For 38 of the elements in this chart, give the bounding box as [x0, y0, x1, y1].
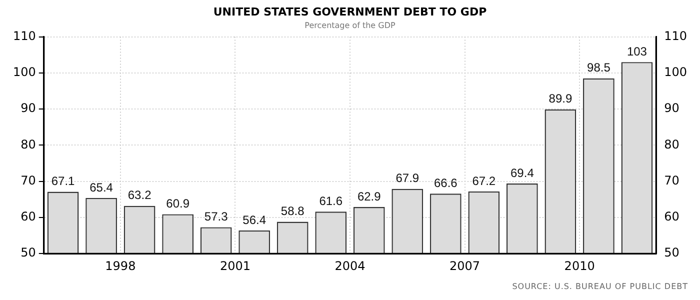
x-tick-label: 2004: [334, 258, 366, 273]
x-tick-label: 2007: [450, 258, 480, 273]
x-tick-label: 2010: [564, 258, 595, 273]
data-label: 58.8: [280, 204, 305, 218]
y-tick-label: 50: [664, 246, 680, 260]
data-label: 67.1: [51, 174, 76, 188]
data-label: 56.4: [242, 212, 266, 227]
x-tick-label: 1998: [105, 258, 136, 273]
y2-tick-label: 110: [13, 28, 36, 43]
data-label: 62.9: [357, 189, 382, 204]
y2-tick-label: 80: [20, 137, 36, 152]
y2-tick-label: 50: [20, 246, 36, 260]
y2-tick-label: 60: [20, 210, 36, 224]
y-tick-label: 100: [664, 65, 687, 80]
y-tick-label: 80: [664, 137, 680, 152]
chart-title: UNITED STATES GOVERNMENT DEBT TO GDP: [213, 5, 487, 18]
y2-tick-label: 90: [20, 101, 36, 116]
data-label: 67.2: [472, 174, 496, 188]
source-note: SOURCE: U.S. BUREAU OF PUBLIC DEBT: [512, 282, 688, 291]
data-label: 65.4: [90, 180, 114, 194]
chart-subtitle: Percentage of the GDP: [304, 21, 396, 30]
data-label: 103: [626, 44, 648, 58]
data-label: 66.6: [434, 176, 458, 190]
data-label: 89.9: [548, 92, 572, 106]
y-tick-label: 110: [664, 28, 687, 43]
data-label: 60.9: [166, 196, 190, 211]
y-tick-label: 60: [664, 210, 680, 224]
y2-tick-label: 70: [20, 173, 36, 188]
data-label: 61.6: [319, 194, 343, 208]
data-label: 63.2: [128, 188, 152, 202]
x-tick-label: 2001: [220, 258, 250, 273]
data-label: 67.9: [396, 171, 420, 186]
data-label: 57.3: [204, 210, 228, 224]
y-tick-label: 90: [664, 101, 680, 116]
y2-tick-label: 100: [13, 65, 36, 80]
y-tick-label: 70: [664, 173, 680, 188]
data-label: 98.5: [587, 60, 611, 75]
data-label: 69.4: [510, 166, 534, 180]
